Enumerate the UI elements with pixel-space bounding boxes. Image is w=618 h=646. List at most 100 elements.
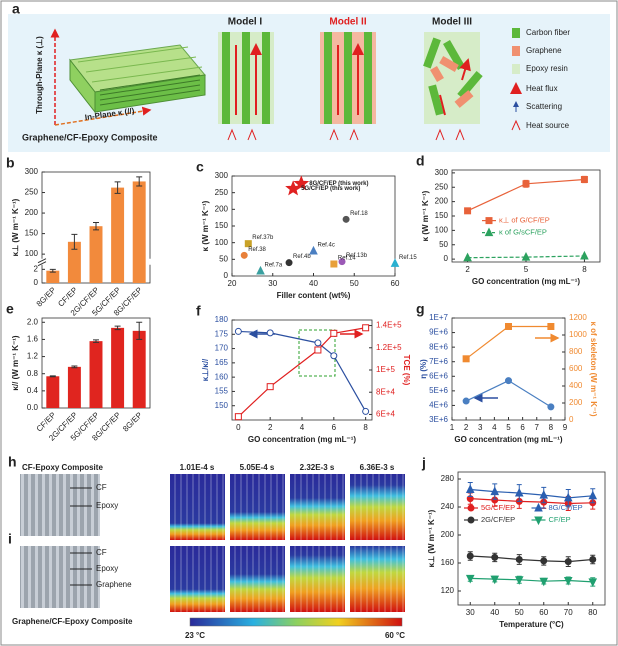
x-tick-label: 5 <box>506 423 511 432</box>
x-tick-label: 4 <box>492 423 497 432</box>
marker <box>580 250 589 260</box>
marker <box>505 377 512 385</box>
y-tick-label: 250 <box>215 188 229 197</box>
y-tick-label: 5E+6 <box>429 386 448 395</box>
part-label: CF <box>96 483 107 492</box>
y-tick-label: 250 <box>25 188 39 197</box>
y-tick-label: 150 <box>25 229 39 238</box>
x-tick-label: 2 <box>464 423 469 432</box>
marker <box>505 323 512 330</box>
y-tick-label: 7E+6 <box>429 357 448 366</box>
x-tick-label: 8 <box>549 423 554 432</box>
colorbar-max: 60 °C <box>385 631 405 640</box>
heat-map-stripes <box>350 546 405 612</box>
in-plane-arrow <box>54 106 152 126</box>
bar <box>89 226 103 283</box>
y-tick-label: 300 <box>25 167 39 176</box>
x-tick-label: 8G/EP <box>121 411 144 434</box>
error-bar <box>93 339 99 343</box>
heat-map-stripes <box>290 474 345 540</box>
error-bar <box>71 233 78 250</box>
bar <box>132 181 146 283</box>
heat-map-stripes <box>290 546 345 612</box>
x-tick-label: 60 <box>539 608 548 617</box>
marker <box>514 487 524 497</box>
panel-title: CF-Epoxy Composite <box>22 463 103 472</box>
panel-letter: i <box>8 531 12 547</box>
marker <box>462 397 470 405</box>
y-tick-label: 50 <box>439 240 448 249</box>
time-label: 5.05E-4 s <box>240 463 275 472</box>
marker <box>490 486 500 496</box>
panel-letter: g <box>416 301 425 317</box>
y-tick-label: 0 <box>34 278 39 287</box>
time-label: 2.32E-3 s <box>300 463 335 472</box>
error-bar <box>93 222 99 231</box>
marker <box>462 355 470 363</box>
marker <box>330 352 338 360</box>
y2-tick-label: 800 <box>569 347 583 356</box>
marker <box>244 240 252 248</box>
point-label: Ref.14 <box>338 256 356 262</box>
y-tick-label: 100 <box>435 225 449 234</box>
y-tick-label: 170 <box>215 344 229 353</box>
marker <box>521 251 531 261</box>
highlight-box <box>298 329 336 377</box>
y-tick-label: 120 <box>441 586 455 595</box>
point-label: Ref.4c <box>318 243 335 249</box>
colorbar-min: 23 °C <box>185 631 205 640</box>
series-line <box>470 555 593 563</box>
y-tick-label: 0.0 <box>27 403 39 412</box>
y-axis-label: κ⊥ (W m⁻¹ K⁻¹) <box>11 198 20 256</box>
error-bar <box>49 268 56 273</box>
marker <box>362 407 370 415</box>
heat-map-stripes <box>350 474 405 540</box>
y-tick-label: 175 <box>215 329 229 338</box>
heat-map-stripes <box>230 474 285 540</box>
x-tick-label: 30 <box>268 279 277 288</box>
bar <box>46 270 60 283</box>
y2-tick-label: 6E+4 <box>376 410 395 419</box>
x-tick-label: 30 <box>466 608 475 617</box>
point-label: Ref.7a <box>265 263 283 269</box>
legend-a-label: Heat source <box>526 121 570 130</box>
marker <box>465 484 475 493</box>
marker <box>234 327 242 335</box>
x-tick-label: 7 <box>535 423 540 432</box>
marker <box>547 403 555 411</box>
bar <box>89 341 103 408</box>
error-bar <box>114 181 121 194</box>
legend-label: κ⊥ of G/CF/EP <box>499 216 550 225</box>
x-axis-label: GO concentration (mg mL⁻¹) <box>248 435 357 444</box>
panel-title: Graphene/CF-Epoxy Composite <box>12 617 133 626</box>
y-tick-label: 280 <box>441 474 455 483</box>
y-tick-label: 0.4 <box>27 386 39 395</box>
x-tick-label: 2 <box>268 423 273 432</box>
bar <box>111 327 125 408</box>
x-axis-label: GO concentration (mg mL⁻¹) <box>472 277 581 286</box>
panel-letter: h <box>8 454 17 470</box>
y-tick-label: 200 <box>215 204 229 213</box>
y-tick-label: 0.8 <box>27 369 39 378</box>
point-label: Ref.15 <box>399 255 417 261</box>
bar <box>132 330 146 408</box>
marker <box>589 556 597 563</box>
marker <box>234 413 242 421</box>
marker <box>540 557 548 565</box>
bar <box>67 241 81 283</box>
marker <box>309 245 318 255</box>
marker <box>547 323 555 330</box>
marker <box>563 492 573 502</box>
x-tick-label: 8 <box>363 423 368 432</box>
heat-source <box>227 128 465 141</box>
legend-label: CF/EP <box>549 515 571 524</box>
legend-label: 5G/CF/EP <box>481 503 515 512</box>
y-tick-label: 1E+7 <box>429 313 448 322</box>
y-axis-label: κ⊥ (W m⁻¹ K⁻¹) <box>427 509 436 567</box>
colorbar <box>189 617 403 627</box>
error-bar <box>71 365 78 369</box>
y2-tick-label: 400 <box>569 381 583 390</box>
marker <box>338 258 346 266</box>
